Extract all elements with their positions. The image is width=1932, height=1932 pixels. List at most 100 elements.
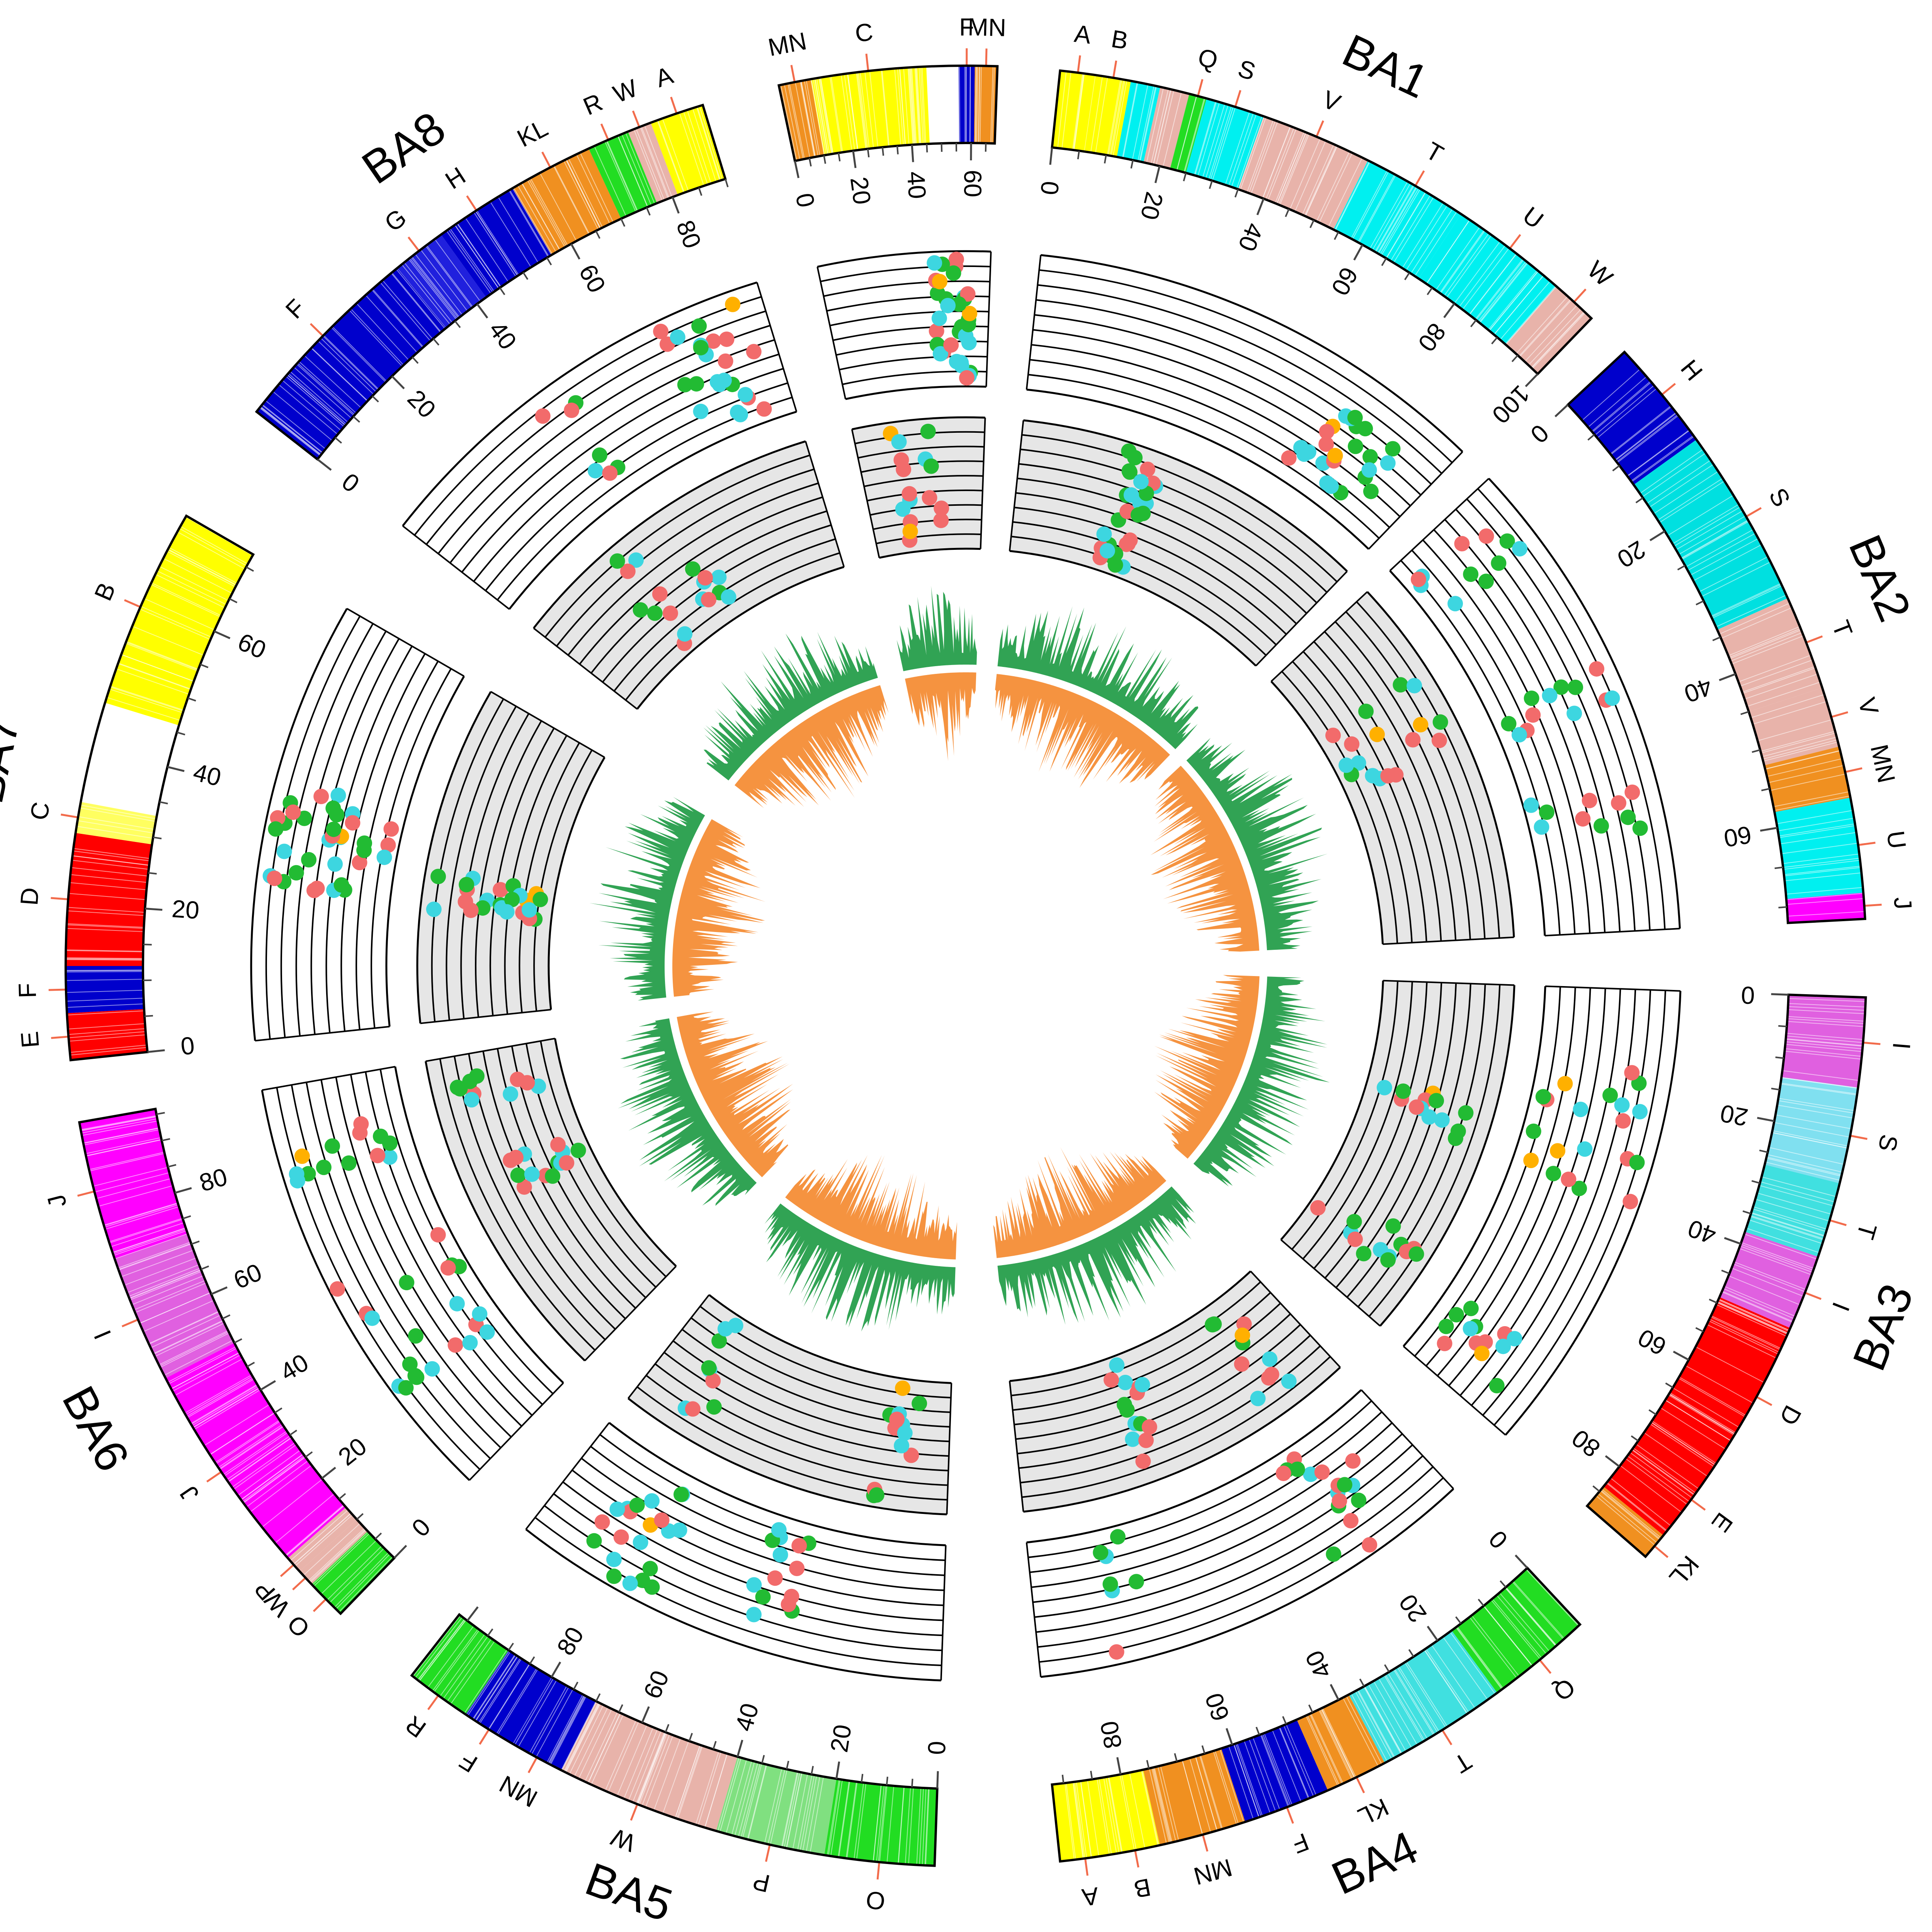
ideogram-streak [738, 1762, 759, 1837]
scatter-point [709, 374, 725, 390]
scatter-point [398, 1380, 414, 1396]
ideogram-streak [801, 81, 816, 157]
track-gridline [291, 1085, 491, 1459]
ideogram-streak [1132, 84, 1148, 160]
scale-label: 80 [671, 216, 707, 252]
ideogram-streak [657, 120, 685, 193]
ideogram-streak [1650, 1423, 1714, 1467]
ideogram-streak [1746, 1228, 1820, 1253]
ideogram-streak [1769, 1147, 1844, 1165]
ideogram-streak [1505, 286, 1557, 345]
ideogram-streak [131, 1275, 204, 1305]
ideogram-streak [1489, 270, 1539, 331]
scatter-point [1107, 557, 1123, 573]
scale-tick [1592, 1485, 1600, 1492]
ideogram-streak [329, 1548, 385, 1603]
ideogram-streak [104, 1203, 178, 1226]
ideogram-streak [1782, 854, 1860, 864]
ideogram-band [79, 1109, 188, 1259]
scale-label: 60 [638, 1667, 674, 1703]
band-label: O [865, 1886, 886, 1915]
ideogram-streak [623, 1727, 654, 1799]
scatter-point [897, 1425, 913, 1441]
scale-tick [412, 356, 419, 364]
ideogram-streak [1729, 628, 1801, 658]
track-gridline [1368, 985, 1501, 1317]
scale-tick [911, 145, 914, 162]
scale-tick [1116, 1757, 1122, 1775]
ideogram-streak [617, 136, 648, 207]
ideogram-streak [1627, 429, 1690, 476]
scatter-point [524, 1166, 540, 1182]
scale-label: 60 [1722, 821, 1753, 853]
ideogram-streak [412, 1615, 461, 1677]
ideogram-streak [799, 81, 815, 157]
track-border [946, 1383, 952, 1515]
ideogram-streak [978, 66, 980, 143]
ideogram-band [1170, 94, 1207, 173]
histogram-outer [589, 797, 705, 1001]
track-gridline [1356, 601, 1500, 938]
ideogram-streak [1478, 261, 1527, 322]
ideogram-streak [1733, 1264, 1806, 1293]
scatter-point [1491, 555, 1507, 571]
ideogram-streak [356, 303, 409, 361]
histogram-outer-area [764, 1203, 956, 1332]
track-gridline [873, 519, 982, 530]
ideogram-band [1349, 1630, 1497, 1763]
ideogram-streak [1479, 262, 1529, 323]
ideogram-streak [106, 697, 181, 721]
scatter-point [1319, 424, 1335, 440]
ideogram-streak [112, 1228, 186, 1253]
ideogram-streak [1625, 1458, 1688, 1505]
track-border [1270, 591, 1368, 682]
ideogram-streak [1615, 412, 1677, 461]
ideogram-streak [1759, 1185, 1834, 1207]
ideogram-streak [696, 107, 720, 181]
ideogram-streak [1162, 92, 1182, 167]
ideogram-streak [1250, 121, 1278, 194]
scatter-point [1361, 462, 1377, 478]
scale-label: 40 [190, 758, 224, 792]
ideogram-streak [86, 1139, 162, 1156]
ideogram-streak [639, 126, 669, 199]
ideogram-streak [565, 159, 601, 229]
scale-tick [641, 1706, 650, 1723]
scale-tick [200, 663, 209, 668]
scatter-point [718, 353, 733, 369]
scatter-point [746, 1607, 762, 1622]
ideogram-streak [1646, 459, 1711, 504]
ideogram-streak [908, 67, 914, 145]
histogram-outer [1186, 738, 1328, 951]
ideogram-streak [1233, 1744, 1260, 1818]
ideogram-streak [96, 1178, 171, 1199]
scale-tick [191, 1240, 200, 1245]
scatter-point [1323, 478, 1339, 494]
ideogram-streak [816, 78, 830, 155]
band-label-tick [1756, 1396, 1772, 1406]
ideogram-streak [1390, 194, 1431, 261]
ideogram-streak [1653, 471, 1719, 514]
scale-tick [1771, 993, 1789, 996]
scale-tick [1757, 1117, 1775, 1122]
scatter-point [1325, 728, 1341, 743]
ideogram-streak [454, 224, 499, 289]
scale-tick [688, 1733, 693, 1742]
ideogram-streak [1346, 1696, 1383, 1765]
scale-tick [1384, 1664, 1390, 1673]
ideogram-streak [1695, 1346, 1765, 1383]
ideogram-streak [1377, 186, 1417, 254]
ideogram-streak [605, 1720, 637, 1791]
ideogram-streak [110, 1222, 184, 1247]
ideogram-streak [118, 1243, 192, 1270]
scatter-point [1620, 810, 1636, 825]
scatter-point [959, 370, 975, 386]
scale-tick [372, 395, 379, 403]
scatter-point [380, 837, 396, 853]
histogram-inner-area [993, 1147, 1167, 1258]
ideogram-streak [1449, 1631, 1496, 1695]
ideogram-streak [1372, 183, 1411, 251]
track-gridline [320, 1079, 512, 1438]
scatter-point [1447, 596, 1463, 612]
ideogram-streak [69, 1034, 146, 1042]
